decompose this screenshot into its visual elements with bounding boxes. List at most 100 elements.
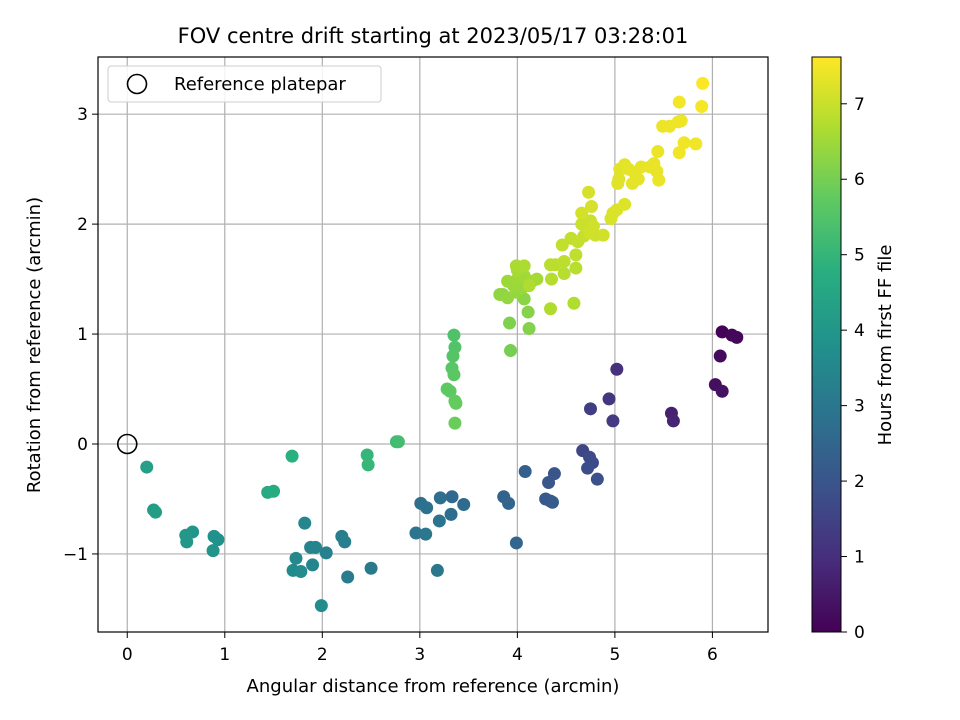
data-point <box>289 551 303 565</box>
x-tick-label: 0 <box>122 645 133 665</box>
colorbar-tick-label: 3 <box>854 397 865 417</box>
data-point <box>522 322 536 336</box>
data-point <box>696 76 710 90</box>
data-point <box>517 259 531 273</box>
data-point <box>713 349 727 363</box>
data-point <box>341 570 355 584</box>
plot-frame <box>97 56 769 633</box>
data-point <box>689 137 703 151</box>
data-point <box>606 414 620 428</box>
data-point <box>602 392 616 406</box>
data-point <box>430 563 444 577</box>
y-tick-label: −1 <box>63 545 88 565</box>
colorbar-tick-label: 5 <box>854 246 865 266</box>
data-point <box>674 114 688 128</box>
data-point <box>420 501 434 515</box>
data-point <box>677 136 691 150</box>
data-point <box>449 396 463 410</box>
data-point <box>586 219 600 233</box>
data-point <box>582 185 596 199</box>
data-point <box>557 254 571 268</box>
data-point <box>503 316 517 330</box>
x-tick-label: 2 <box>317 645 328 665</box>
colorbar-tick-label: 4 <box>854 321 865 341</box>
data-point <box>391 435 405 449</box>
data-point <box>672 146 686 160</box>
data-point <box>502 496 516 510</box>
y-axis-label: Rotation from reference (arcmin) <box>24 197 45 493</box>
data-point <box>211 533 225 547</box>
data-point <box>448 416 462 430</box>
colorbar-tick-label: 7 <box>854 95 865 115</box>
data-point <box>542 475 556 489</box>
data-point <box>544 272 558 286</box>
data-point <box>715 325 729 339</box>
x-tick-label: 3 <box>414 645 425 665</box>
data-point <box>446 349 460 363</box>
data-point <box>285 449 299 463</box>
data-point <box>695 99 709 113</box>
data-point <box>294 565 308 579</box>
x-tick-label: 5 <box>609 645 620 665</box>
data-point <box>445 490 459 504</box>
colorbar <box>811 56 842 633</box>
data-point <box>521 305 535 319</box>
data-point <box>432 514 446 528</box>
legend-label: Reference platepar <box>174 74 346 95</box>
data-point <box>504 344 518 358</box>
data-point <box>149 505 163 519</box>
data-point <box>518 464 532 478</box>
data-point <box>501 274 515 288</box>
data-point <box>567 296 581 310</box>
y-tick-label: 1 <box>77 325 88 345</box>
x-axis-label: Angular distance from reference (arcmin) <box>247 676 620 697</box>
data-point <box>730 330 744 344</box>
x-tick-label: 6 <box>707 645 718 665</box>
colorbar-tick-label: 1 <box>854 548 865 568</box>
data-point <box>652 173 666 187</box>
data-point <box>545 495 559 509</box>
data-point <box>509 536 523 550</box>
data-point <box>364 561 378 575</box>
data-point <box>360 448 374 462</box>
data-point <box>457 497 471 511</box>
data-point <box>444 507 458 521</box>
data-point <box>447 328 461 342</box>
data-point <box>557 267 571 281</box>
legend: Reference platepar <box>107 65 382 103</box>
data-point <box>433 491 447 505</box>
x-tick-label: 4 <box>512 645 523 665</box>
data-point <box>584 200 598 214</box>
data-point <box>522 279 536 293</box>
data-point <box>298 516 312 530</box>
colorbar-tick-label: 6 <box>854 170 865 190</box>
colorbar-tick-label: 0 <box>854 623 865 643</box>
data-point <box>419 527 433 541</box>
data-points <box>140 76 744 613</box>
colorbar-tick-label: 2 <box>854 472 865 492</box>
x-tick-label: 1 <box>219 645 230 665</box>
data-point <box>581 461 595 475</box>
y-axis-ticks: −1 0 1 2 3 <box>63 105 98 565</box>
colorbar-ticks: 0 1 2 3 4 5 6 7 <box>841 95 865 643</box>
data-point <box>267 484 281 498</box>
data-point <box>314 599 328 613</box>
data-point <box>584 402 598 416</box>
legend-box <box>107 65 382 103</box>
data-point <box>715 384 729 398</box>
data-point <box>596 228 610 242</box>
grid-lines <box>98 57 768 632</box>
data-point <box>447 368 461 382</box>
chart-title: FOV centre drift starting at 2023/05/17 … <box>178 24 689 48</box>
data-point <box>569 248 583 262</box>
data-point <box>544 302 558 316</box>
colorbar-label: Hours from first FF file <box>875 245 896 446</box>
data-point <box>569 261 583 275</box>
data-point <box>319 546 333 560</box>
data-point <box>610 362 624 376</box>
data-point <box>206 544 220 558</box>
data-point <box>338 535 352 549</box>
reference-point-marker <box>116 433 138 455</box>
data-point <box>443 384 457 398</box>
